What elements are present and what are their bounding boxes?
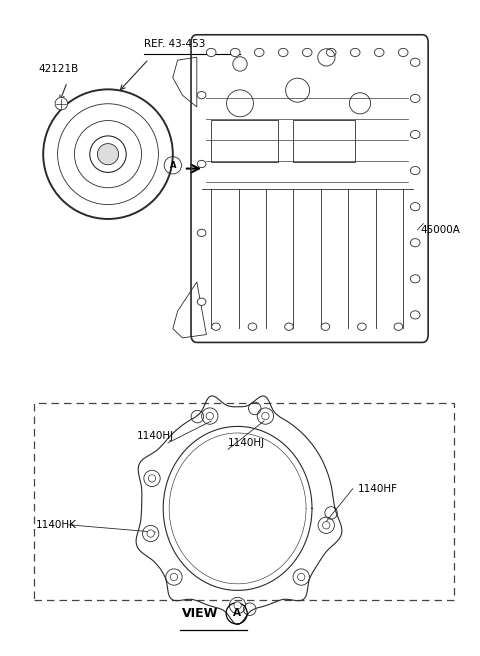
- Ellipse shape: [323, 522, 330, 529]
- Ellipse shape: [206, 49, 216, 56]
- Ellipse shape: [350, 49, 360, 56]
- Ellipse shape: [262, 413, 269, 420]
- Ellipse shape: [410, 203, 420, 211]
- Text: 42121B: 42121B: [38, 64, 79, 74]
- Ellipse shape: [197, 229, 206, 237]
- Ellipse shape: [326, 49, 336, 56]
- Ellipse shape: [248, 323, 257, 331]
- Ellipse shape: [97, 144, 119, 165]
- Text: 45000A: 45000A: [420, 224, 460, 235]
- Ellipse shape: [410, 131, 420, 138]
- Ellipse shape: [398, 49, 408, 56]
- Ellipse shape: [170, 573, 178, 581]
- Ellipse shape: [206, 413, 214, 420]
- Ellipse shape: [197, 91, 206, 99]
- Text: 1140HJ: 1140HJ: [137, 431, 174, 441]
- Ellipse shape: [147, 530, 155, 537]
- Ellipse shape: [410, 94, 420, 102]
- Ellipse shape: [302, 49, 312, 56]
- Ellipse shape: [358, 323, 366, 331]
- Bar: [211, 119, 278, 162]
- Ellipse shape: [55, 97, 68, 110]
- Text: 1140HJ: 1140HJ: [228, 438, 265, 448]
- Text: A: A: [169, 161, 176, 170]
- Ellipse shape: [394, 323, 403, 331]
- Ellipse shape: [321, 323, 330, 331]
- Ellipse shape: [410, 167, 420, 174]
- Ellipse shape: [278, 49, 288, 56]
- Bar: [293, 119, 355, 162]
- Text: VIEW: VIEW: [182, 607, 218, 620]
- Ellipse shape: [234, 602, 241, 609]
- Text: REF. 43-453: REF. 43-453: [144, 39, 205, 49]
- Ellipse shape: [254, 49, 264, 56]
- Ellipse shape: [374, 49, 384, 56]
- Ellipse shape: [230, 49, 240, 56]
- Ellipse shape: [212, 323, 220, 331]
- Ellipse shape: [410, 239, 420, 247]
- Text: 1140HF: 1140HF: [358, 483, 397, 494]
- Text: 1140HK: 1140HK: [36, 520, 77, 530]
- Ellipse shape: [410, 58, 420, 66]
- Ellipse shape: [148, 475, 156, 482]
- Ellipse shape: [298, 573, 305, 581]
- Ellipse shape: [410, 275, 420, 283]
- Ellipse shape: [197, 298, 206, 306]
- Ellipse shape: [410, 311, 420, 319]
- Text: A: A: [233, 608, 240, 619]
- Ellipse shape: [285, 323, 293, 331]
- Ellipse shape: [197, 160, 206, 168]
- Bar: [34, 403, 454, 600]
